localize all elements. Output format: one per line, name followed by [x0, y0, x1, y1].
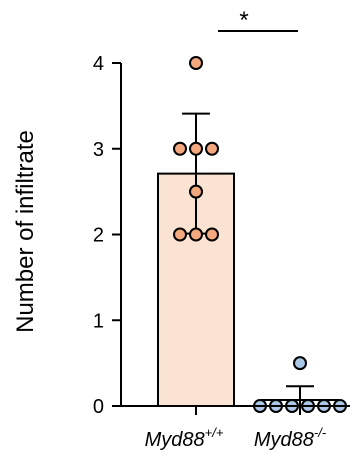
data-point: [189, 141, 203, 156]
y-axis-label-group: Number of infiltrate: [12, 130, 39, 333]
data-points: [173, 56, 347, 413]
data-point: [205, 141, 219, 156]
x-tick-label-superscript: +/+: [205, 425, 224, 440]
x-tick-label: Myd88-/-: [254, 425, 327, 451]
x-axis: Myd88+/+ Myd88-/-: [121, 405, 350, 451]
y-axis: 0 1 2 3 4: [93, 53, 122, 418]
y-tick-label: 4: [93, 53, 104, 75]
data-point: [173, 141, 187, 156]
data-point: [189, 184, 203, 199]
data-point: [205, 227, 219, 242]
data-point: [293, 356, 307, 371]
data-point: [189, 227, 203, 242]
y-tick-label: 2: [93, 225, 104, 247]
data-point: [173, 227, 187, 242]
data-point: [189, 56, 203, 70]
y-tick-label: 0: [93, 396, 104, 418]
x-tick-label: Myd88+/+: [145, 425, 224, 451]
x-tick-label-superscript: -/-: [314, 425, 327, 440]
x-tick-label-base: Myd88: [254, 429, 314, 451]
bars: [157, 172, 339, 407]
y-axis-label: Number of infiltrate: [12, 130, 39, 333]
x-tick-label-base: Myd88: [145, 429, 205, 451]
y-tick-label: 1: [93, 310, 104, 332]
significance-label: *: [239, 7, 248, 34]
significance-marker: *: [218, 7, 298, 34]
y-tick-label: 3: [93, 139, 104, 161]
